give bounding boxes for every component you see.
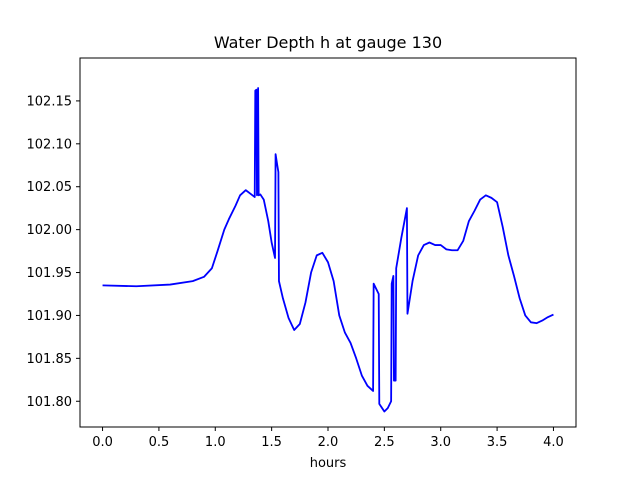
- chart-title: Water Depth h at gauge 130: [214, 33, 442, 52]
- x-tick-label: 0.0: [92, 435, 113, 450]
- x-tick-label: 3.5: [487, 435, 508, 450]
- y-tick-label: 101.95: [27, 266, 73, 281]
- x-tick-label: 1.0: [205, 435, 226, 450]
- y-axis: 101.80 101.85 101.90 101.95 102.00 102.05 102.…: [27, 94, 80, 410]
- y-tick-label: 102.15: [27, 94, 73, 109]
- x-tick-label: 3.0: [430, 435, 451, 450]
- y-tick-label: 101.90: [27, 309, 73, 324]
- x-tick-label: 2.0: [318, 435, 339, 450]
- series-line-0: [102, 87, 554, 413]
- y-tick-label: 102.05: [27, 180, 73, 195]
- x-tick-label: 1.5: [261, 435, 282, 450]
- x-axis-title: hours: [310, 456, 347, 471]
- x-axis: 0.0 0.5 1.0 1.5 2.0 2.5 3.0 3.5 4.0: [92, 427, 564, 450]
- y-tick-label: 101.85: [27, 352, 73, 367]
- y-tick-label: 101.80: [27, 395, 73, 410]
- y-tick-label: 102.10: [27, 137, 73, 152]
- x-tick-label: 0.5: [149, 435, 170, 450]
- x-tick-label: 2.5: [374, 435, 395, 450]
- x-tick-label: 4.0: [543, 435, 564, 450]
- y-tick-label: 102.00: [27, 223, 73, 238]
